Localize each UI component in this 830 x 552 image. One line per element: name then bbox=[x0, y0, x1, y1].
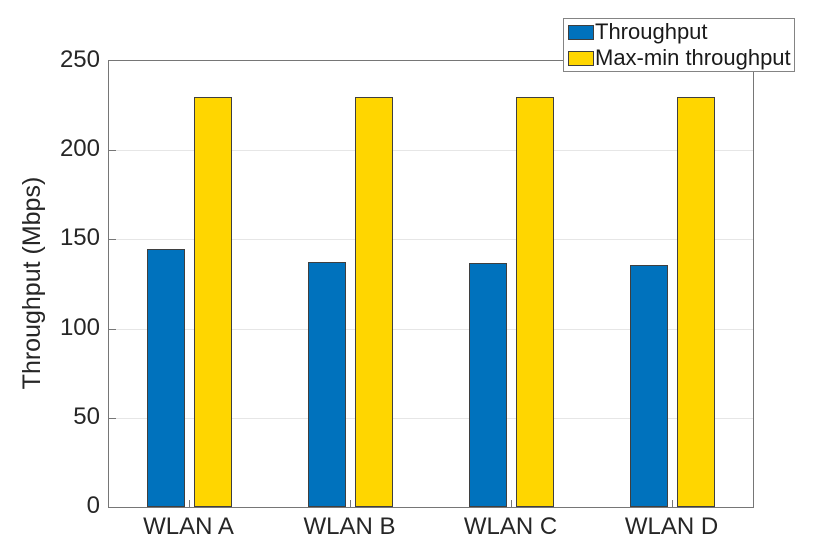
bar-throughput bbox=[308, 261, 346, 507]
plot-area bbox=[108, 60, 754, 508]
y-tick bbox=[109, 328, 116, 330]
x-tick bbox=[511, 500, 512, 507]
x-category-label: WLAN B bbox=[303, 513, 396, 540]
bar-max-min-throughput bbox=[355, 96, 393, 507]
bar-throughput bbox=[147, 249, 185, 507]
gridline bbox=[109, 239, 753, 241]
x-category-label: WLAN A bbox=[143, 513, 234, 540]
x-tick bbox=[350, 500, 351, 507]
x-category-label: WLAN C bbox=[463, 513, 558, 540]
y-tick-label: 50 bbox=[73, 402, 100, 430]
legend: Throughput Max-min throughput bbox=[563, 18, 795, 72]
y-axis-label: Throughput (Mbps) bbox=[18, 176, 46, 390]
legend-label: Max-min throughput bbox=[595, 45, 791, 70]
x-category-label: WLAN D bbox=[624, 513, 719, 540]
bar-throughput bbox=[469, 263, 507, 507]
y-tick bbox=[109, 150, 116, 152]
y-tick-label: 250 bbox=[59, 46, 100, 73]
gridline bbox=[109, 150, 753, 152]
legend-label: Throughput bbox=[595, 19, 708, 44]
bar-throughput bbox=[630, 265, 668, 507]
gridline bbox=[109, 417, 753, 419]
y-tick-label: 200 bbox=[59, 135, 100, 163]
legend-row: Max-min throughput bbox=[564, 45, 794, 71]
y-tick-label: 0 bbox=[86, 492, 100, 519]
x-tick bbox=[189, 500, 190, 507]
legend-swatch-max-min-throughput bbox=[568, 50, 594, 66]
y-tick-label: 100 bbox=[59, 313, 100, 341]
bar-max-min-throughput bbox=[194, 96, 232, 507]
legend-row: Throughput bbox=[564, 19, 794, 45]
bar-max-min-throughput bbox=[516, 96, 554, 507]
gridline bbox=[109, 328, 753, 330]
y-tick bbox=[109, 239, 116, 241]
bar-max-min-throughput bbox=[677, 96, 715, 507]
x-tick bbox=[672, 500, 673, 507]
legend-swatch-throughput bbox=[568, 24, 594, 40]
y-tick-label: 150 bbox=[59, 224, 100, 252]
y-tick bbox=[109, 417, 116, 419]
